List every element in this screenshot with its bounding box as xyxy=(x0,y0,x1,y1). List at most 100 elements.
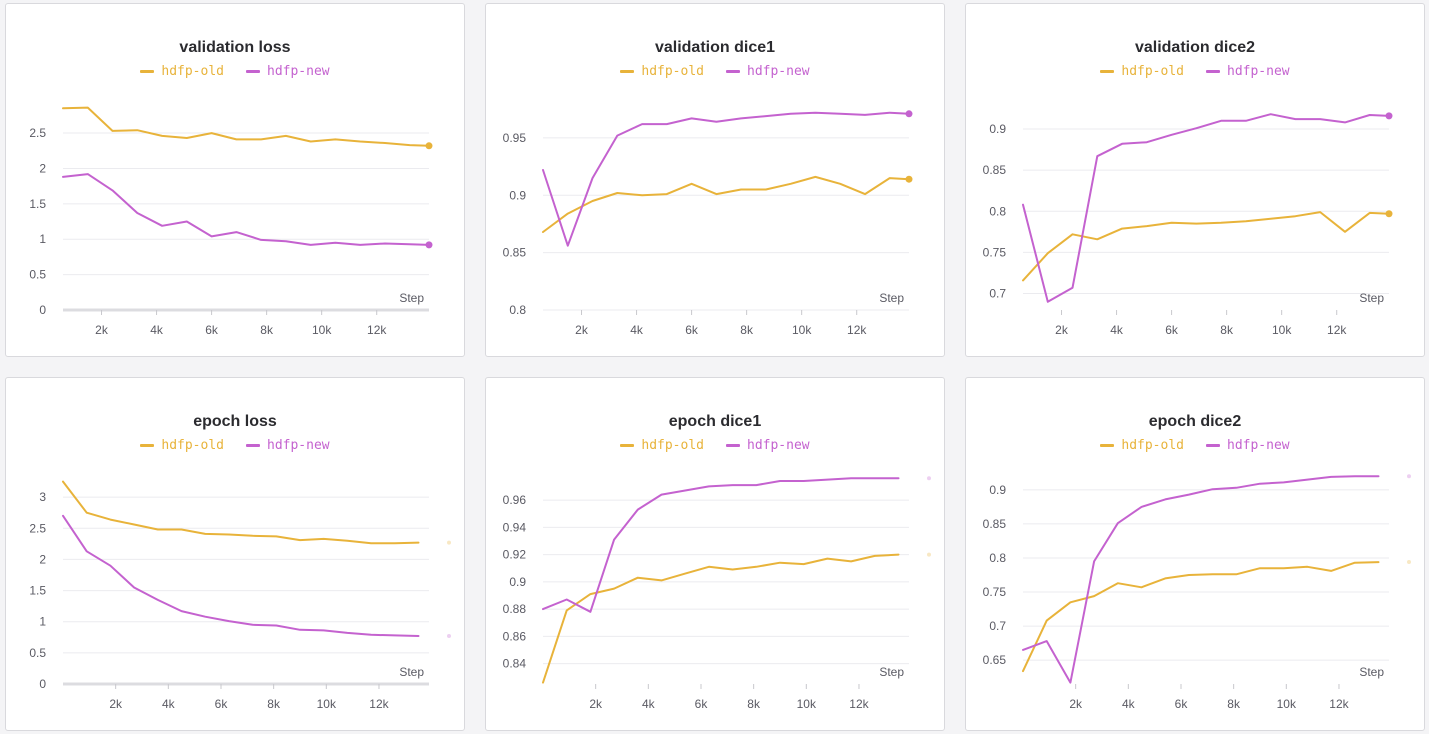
legend-swatch xyxy=(620,70,635,73)
legend-item-old[interactable]: hdfp-old xyxy=(140,438,224,453)
chart-panel[interactable]: validation dice1 hdfp-old hdfp-new 0.8 0.85 0… xyxy=(485,3,945,357)
legend-item-new[interactable]: hdfp-new xyxy=(1206,64,1290,79)
x-tick-label: 10k xyxy=(797,697,817,711)
y-tick-label: 0.9 xyxy=(509,188,526,202)
series-line-old[interactable] xyxy=(62,480,420,545)
y-tick-label: 0.84 xyxy=(503,657,527,671)
series-line-new[interactable] xyxy=(62,514,420,637)
x-tick-label: 12k xyxy=(369,697,389,711)
legend-item-old[interactable]: hdfp-old xyxy=(140,64,224,79)
series-line-new[interactable] xyxy=(542,111,910,247)
legend-item-old[interactable]: hdfp-old xyxy=(1100,64,1184,79)
series-line-new[interactable] xyxy=(542,477,900,613)
chart-panel[interactable]: epoch dice1 hdfp-old hdfp-new 0.84 0.86 0.88 0… xyxy=(485,377,945,731)
line-chart: 0 0.5 1 1.5 2 2.5 2k 4k 6k 8k 10k 12k Step xyxy=(29,106,433,337)
line-chart: 0 0.5 1 1.5 2 2.5 3 2k 4k 6k 8k 10k 12k Step xyxy=(29,480,451,711)
y-tick-label: 0.5 xyxy=(29,268,46,282)
y-tick-label: 0.75 xyxy=(983,585,1007,599)
y-tick-label: 0.9 xyxy=(989,483,1006,497)
x-tick-label: 4k xyxy=(1122,697,1136,711)
series-line-old[interactable] xyxy=(62,106,430,147)
y-tick-label: 0.8 xyxy=(989,551,1006,565)
y-tick-label: 0.7 xyxy=(989,287,1006,301)
y-tick-label: 1.5 xyxy=(29,197,46,211)
series-line-old[interactable] xyxy=(1022,561,1380,673)
series-end-point-old[interactable] xyxy=(425,142,433,150)
series-line-new[interactable] xyxy=(1022,475,1380,684)
legend-item-old[interactable]: hdfp-old xyxy=(620,64,704,79)
x-axis-label: Step xyxy=(399,665,424,679)
y-tick-label: 0 xyxy=(39,677,46,691)
series-end-point-old[interactable] xyxy=(1385,210,1393,218)
legend-item-old[interactable]: hdfp-old xyxy=(620,438,704,453)
chart-legend: hdfp-old hdfp-new xyxy=(966,438,1424,453)
series-line-old[interactable] xyxy=(542,175,910,233)
y-tick-label: 0.5 xyxy=(29,646,46,660)
y-tick-label: 1.5 xyxy=(29,584,46,598)
series-line-new[interactable] xyxy=(62,173,430,246)
line-chart: 0.65 0.7 0.75 0.8 0.85 0.9 2k 4k 6k 8k 10k 12k Step xyxy=(983,474,1411,711)
y-tick-label: 0.88 xyxy=(503,602,527,616)
x-tick-label: 8k xyxy=(1220,323,1234,337)
series-end-point-new[interactable] xyxy=(1385,112,1393,120)
x-tick-label: 10k xyxy=(312,323,332,337)
chart-panel[interactable]: validation loss hdfp-old hdfp-new 0 0.5 1 1.5 2… xyxy=(5,3,465,357)
x-tick-label: 4k xyxy=(630,323,644,337)
chart-panel[interactable]: validation dice2 hdfp-old hdfp-new 0.7 0.75 0… xyxy=(965,3,1425,357)
legend-item-new[interactable]: hdfp-new xyxy=(1206,438,1290,453)
legend-label: hdfp-old xyxy=(161,438,224,453)
legend-swatch xyxy=(140,444,155,447)
y-tick-label: 0.86 xyxy=(503,629,527,643)
line-chart: 0.7 0.75 0.8 0.85 0.9 2k 4k 6k 8k 10k 12k Step xyxy=(983,112,1393,337)
legend-item-new[interactable]: hdfp-new xyxy=(246,438,330,453)
x-tick-label: 12k xyxy=(849,697,869,711)
legend-swatch xyxy=(620,444,635,447)
y-tick-label: 0.92 xyxy=(503,548,527,562)
x-axis-label: Step xyxy=(879,291,904,305)
legend-label: hdfp-new xyxy=(267,438,330,453)
y-tick-label: 0.85 xyxy=(983,163,1007,177)
chart-title: epoch dice1 xyxy=(668,413,762,430)
legend-item-old[interactable]: hdfp-old xyxy=(1100,438,1184,453)
legend-label: hdfp-old xyxy=(1121,64,1184,79)
legend-label: hdfp-new xyxy=(747,64,810,79)
x-tick-label: 8k xyxy=(740,323,754,337)
x-tick-label: 2k xyxy=(1055,323,1069,337)
x-tick-label: 4k xyxy=(162,697,176,711)
y-tick-label: 0.9 xyxy=(509,575,526,589)
chart-legend: hdfp-old hdfp-new xyxy=(966,64,1424,79)
x-tick-label: 10k xyxy=(1272,323,1292,337)
series-line-old[interactable] xyxy=(542,553,900,684)
chart-title: validation dice2 xyxy=(1134,39,1256,56)
series-line-old[interactable] xyxy=(1022,211,1390,282)
legend-label: hdfp-old xyxy=(161,64,224,79)
chart-panel[interactable]: epoch dice2 hdfp-old hdfp-new 0.65 0.7 0.75 0.… xyxy=(965,377,1425,731)
chart-legend: hdfp-old hdfp-new xyxy=(486,438,944,453)
x-tick-label: 2k xyxy=(109,697,123,711)
chart-legend: hdfp-old hdfp-new xyxy=(6,64,464,79)
y-tick-label: 3 xyxy=(39,490,46,504)
x-tick-label: 6k xyxy=(1175,697,1189,711)
chart-panel[interactable]: epoch loss hdfp-old hdfp-new 0 0.5 1 1.5 2 2.5 3 2… xyxy=(5,377,465,731)
x-tick-label: 8k xyxy=(267,697,281,711)
x-tick-label: 8k xyxy=(747,697,761,711)
series-end-point-new[interactable] xyxy=(905,110,913,118)
legend-item-new[interactable]: hdfp-new xyxy=(726,438,810,453)
series-end-point-new[interactable] xyxy=(425,241,433,249)
y-tick-label: 0.8 xyxy=(989,204,1006,218)
x-tick-label: 6k xyxy=(1165,323,1179,337)
series-end-point-new xyxy=(1407,474,1411,479)
x-tick-label: 2k xyxy=(589,697,603,711)
legend-swatch xyxy=(1100,444,1115,447)
legend-item-new[interactable]: hdfp-new xyxy=(246,64,330,79)
x-tick-label: 8k xyxy=(260,323,274,337)
series-line-new[interactable] xyxy=(1022,113,1390,303)
x-tick-label: 10k xyxy=(317,697,337,711)
y-tick-label: 0.7 xyxy=(989,619,1006,633)
legend-item-new[interactable]: hdfp-new xyxy=(726,64,810,79)
chart-title: validation loss xyxy=(179,39,291,56)
chart-title: epoch dice2 xyxy=(1148,413,1242,430)
y-tick-label: 2 xyxy=(39,161,46,175)
series-end-point-old[interactable] xyxy=(905,175,913,183)
y-tick-label: 0.9 xyxy=(989,122,1006,136)
